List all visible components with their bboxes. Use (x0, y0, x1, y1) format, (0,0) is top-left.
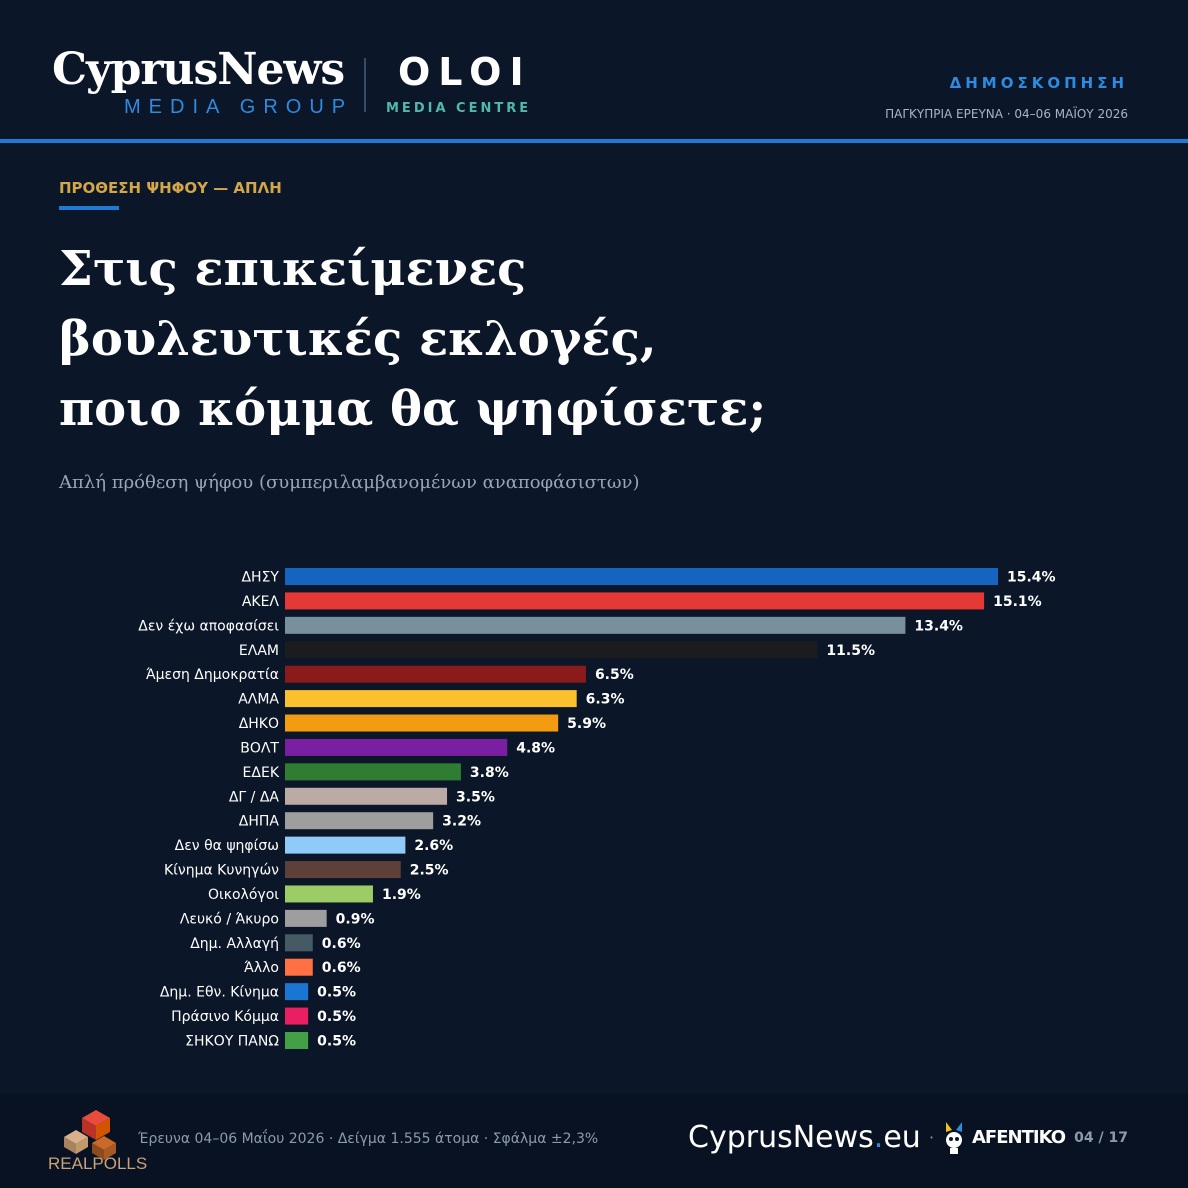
realpolls-logo: REALPOLLS (48, 1110, 147, 1173)
headline-line-3: ποιο κόμμα θα ψηφίσετε; (59, 381, 767, 437)
afentiko-logo: AFENTIKO (972, 1127, 1066, 1148)
bar-value-label: 6.5% (595, 667, 634, 683)
bar (285, 958, 313, 976)
bar (285, 812, 434, 830)
oloi-logo-subtitle: MEDIA CENTRE (386, 101, 532, 116)
bar (285, 714, 559, 732)
bar-category-label: Άλλο (244, 960, 279, 976)
bar-category-label: ΣΗΚΟΥ ΠΑΝΩ (185, 1033, 279, 1049)
bar-value-label: 3.5% (456, 789, 495, 805)
bar-category-label: Δημ. Αλλαγή (190, 936, 279, 952)
page-number: 04 / 17 (1074, 1130, 1128, 1146)
oloi-logo: OLOI (398, 50, 532, 94)
chart-subtitle: Απλή πρόθεση ψήφου (συμπεριλαμβανομένων … (59, 472, 640, 493)
bar-chart: ΔΗΣΥ 15.4% ΑΚΕΛ 15.1% Δεν έχω αποφασίσει 13.4… (138, 568, 1056, 1049)
header (0, 0, 1188, 140)
bar-value-label: 5.9% (567, 716, 606, 732)
bar-category-label: Πράσινο Κόμμα (171, 1009, 279, 1025)
bar (285, 1007, 309, 1025)
bar-category-label: ΑΛΜΑ (238, 692, 279, 708)
bar-category-label: Κίνημα Κυνηγών (164, 863, 279, 879)
bar (285, 1031, 309, 1049)
bar-category-label: Δεν έχω αποφασίσει (138, 618, 279, 634)
bar-category-label: ΑΚΕΛ (242, 594, 280, 610)
headline: Στις επικείμενες βουλευτικές εκλογές, πο… (59, 234, 959, 444)
bar (285, 934, 313, 952)
brand-tld: eu (883, 1120, 921, 1155)
headline-line-1: Στις επικείμενες (59, 241, 527, 297)
section-underline (59, 206, 119, 210)
bar (285, 909, 327, 927)
bar (285, 885, 373, 903)
bar-value-label: 1.9% (382, 887, 421, 903)
bar (285, 738, 508, 756)
bar (285, 861, 401, 879)
bar-category-label: Δεν θα ψηφίσω (175, 838, 279, 854)
brand-name: CyprusNews (688, 1120, 874, 1155)
footer-survey-info: Έρευνα 04–06 Μαΐου 2026 · Δείγμα 1.555 ά… (138, 1131, 599, 1147)
bar-category-label: ΔΗΚΟ (239, 716, 279, 732)
bar-value-label: 13.4% (914, 618, 963, 634)
bar-value-label: 0.5% (317, 1033, 356, 1049)
logo-divider (364, 58, 366, 112)
header-rule (0, 139, 1188, 143)
bar (285, 787, 448, 805)
bar-value-label: 6.3% (586, 692, 625, 708)
bar-value-label: 0.5% (317, 1009, 356, 1025)
afentiko-mascot-icon (946, 1122, 962, 1154)
cyprusnews-logo: CyprusNews (52, 44, 345, 95)
bar-category-label: Δημ. Εθν. Κίνημα (160, 985, 279, 1001)
bar-category-label: Λευκό / Άκυρο (180, 911, 279, 927)
bar (285, 665, 586, 683)
bar (285, 616, 906, 634)
bar-category-label: ΔΗΣΥ (241, 570, 279, 586)
bar-category-label: Οικολόγοι (208, 887, 279, 903)
footer (0, 1094, 1188, 1188)
bar-category-label: ΔΓ / ΔΑ (229, 789, 280, 805)
bar (285, 690, 577, 708)
bar (285, 983, 309, 1001)
bar-value-label: 15.4% (1007, 570, 1056, 586)
bar-value-label: 0.5% (317, 985, 356, 1001)
bar-value-label: 0.9% (336, 911, 375, 927)
cyprusnews-eu-brand: CyprusNews.eu (688, 1120, 921, 1155)
bar-category-label: ΕΛΑΜ (239, 643, 279, 659)
bar (285, 836, 406, 854)
cyprusnews-logo-subtitle: MEDIA GROUP (124, 96, 354, 118)
bar-value-label: 2.5% (410, 863, 449, 879)
bar-category-label: Άμεση Δημοκρατία (146, 667, 279, 683)
footer-separator: · (929, 1128, 935, 1147)
bar-category-label: ΕΔΕΚ (243, 765, 280, 781)
bar (285, 592, 985, 610)
realpolls-logo-text: REALPOLLS (48, 1154, 147, 1173)
bar-value-label: 3.8% (470, 765, 509, 781)
headline-line-2: βουλευτικές εκλογές, (59, 311, 657, 367)
survey-info: ΠΑΓΚΥΠΡΙΑ ΕΡΕΥΝΑ · 04–06 ΜΑΪΟΥ 2026 (885, 107, 1128, 121)
bar-value-label: 11.5% (826, 643, 875, 659)
bar-value-label: 4.8% (516, 740, 555, 756)
bar (285, 568, 998, 585)
bar-value-label: 2.6% (414, 838, 453, 854)
bar (285, 763, 461, 781)
bar-value-label: 0.6% (322, 960, 361, 976)
bar-value-label: 3.2% (442, 814, 481, 830)
bar (285, 641, 818, 659)
section-label: ΠΡΟΘΕΣΗ ΨΗΦΟΥ — ΑΠΛΗ (59, 179, 282, 197)
brand-dot: . (873, 1120, 884, 1155)
bar-category-label: ΔΗΠΑ (239, 814, 280, 830)
bar-value-label: 0.6% (322, 936, 361, 952)
bar-category-label: ΒΟΛΤ (240, 740, 279, 756)
kicker: ΔΗΜΟΣΚΟΠΗΣΗ (949, 74, 1128, 92)
bar-value-label: 15.1% (993, 594, 1042, 610)
